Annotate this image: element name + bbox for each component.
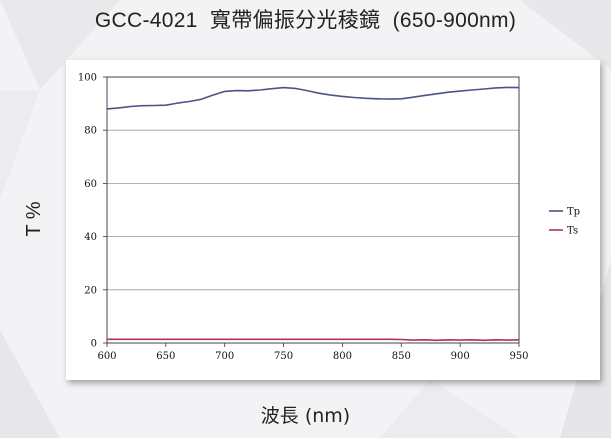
- y-tick-label-0: 0: [91, 339, 97, 350]
- y-tick-label-20: 20: [84, 285, 97, 296]
- y-tick-label-60: 60: [84, 179, 97, 190]
- legend-label-ts: Ts: [567, 226, 578, 237]
- legend-label-tp: Tp: [567, 207, 580, 218]
- x-tick-label-800: 800: [333, 351, 352, 362]
- y-axis-label: T %: [23, 201, 45, 237]
- y-tick-label-80: 80: [84, 126, 97, 137]
- chart-title: GCC-4021 寬帶偏振分光稜鏡 (650-900nm): [94, 9, 517, 32]
- plot-area: 0 20 40 60 80 100 600 650 700 750 800 850 900 950 Tp Ts: [78, 73, 580, 363]
- chart-panel: 0 20 40 60 80 100 600 650 700 750 800 850 900 950 Tp Ts: [66, 60, 600, 380]
- series-line-tp: [106, 86, 520, 110]
- x-tick-label-700: 700: [215, 351, 234, 362]
- x-tick-label-850: 850: [392, 351, 411, 362]
- x-tick-label-900: 900: [451, 351, 470, 362]
- series-line-ts: [107, 338, 520, 342]
- x-tick-label-950: 950: [509, 351, 528, 362]
- x-tick-label-750: 750: [274, 351, 293, 362]
- x-axis-label: 波長 (nm): [260, 405, 351, 427]
- x-tick-label-650: 650: [156, 351, 175, 362]
- y-tick-label-100: 100: [78, 73, 97, 84]
- plot-frame: [106, 76, 520, 344]
- x-tick-label-600: 600: [97, 351, 116, 362]
- y-tick-label-40: 40: [84, 232, 97, 243]
